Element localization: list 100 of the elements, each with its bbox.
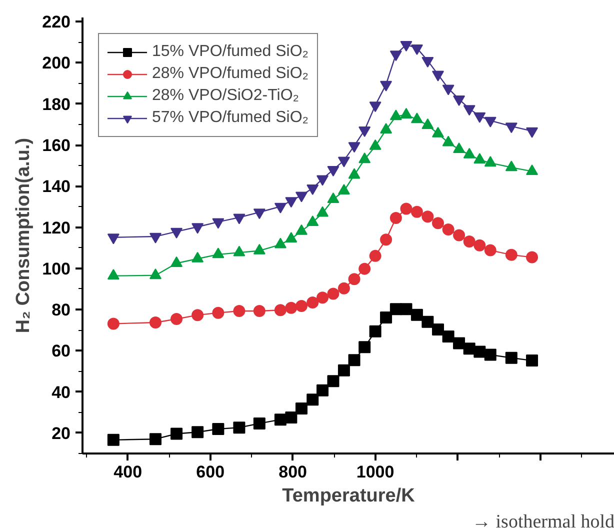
point <box>306 184 319 196</box>
x-tick-label: 1000 <box>356 462 394 482</box>
point <box>274 202 286 214</box>
point <box>380 234 392 246</box>
point <box>358 262 371 275</box>
point <box>149 316 162 328</box>
point <box>149 433 162 446</box>
point <box>295 192 308 202</box>
point <box>285 302 298 314</box>
y-tick-label: 180 <box>42 94 71 114</box>
legend-label: 28% VPO/fumed SiO₂ <box>152 65 308 83</box>
point <box>107 434 120 446</box>
point <box>170 228 183 238</box>
point <box>295 300 308 312</box>
point <box>338 364 350 376</box>
point <box>463 235 476 248</box>
point <box>474 239 486 252</box>
point <box>380 80 392 92</box>
point <box>149 232 162 244</box>
point <box>400 40 412 52</box>
point <box>348 354 360 366</box>
point <box>400 303 412 316</box>
point <box>285 412 298 424</box>
point <box>410 206 423 218</box>
legend-label: 57% VPO/fumed SiO₂ <box>152 109 308 127</box>
point <box>192 223 204 234</box>
y-tick-label: 120 <box>42 218 71 238</box>
point <box>316 175 329 186</box>
point <box>526 251 538 264</box>
point <box>432 217 444 230</box>
point <box>442 224 454 236</box>
point <box>253 208 266 220</box>
point <box>358 341 371 354</box>
point <box>422 316 434 328</box>
point <box>170 428 183 440</box>
y-tick-label: 200 <box>42 54 71 73</box>
point <box>442 84 454 96</box>
point <box>380 312 392 324</box>
point <box>306 296 319 309</box>
y-tick-label: 40 <box>52 382 71 402</box>
y-tick-label: 100 <box>42 259 71 278</box>
point <box>233 304 246 317</box>
point <box>212 423 224 436</box>
point <box>253 417 266 430</box>
point <box>474 346 486 358</box>
point <box>316 292 329 304</box>
point <box>453 337 466 350</box>
x-tick-label: 600 <box>196 462 225 482</box>
legend-label: 28% VPO/SiO2-TiO₂ <box>152 87 299 105</box>
point <box>369 250 382 262</box>
x-axis-title: Temperature/K <box>282 486 416 506</box>
point <box>442 330 454 342</box>
y-axis-title: H₂ Consumption(a.u.) <box>13 138 34 334</box>
point <box>422 57 434 68</box>
point <box>170 313 183 325</box>
point <box>505 122 518 134</box>
point <box>192 309 204 322</box>
point <box>348 273 360 286</box>
point <box>327 166 340 177</box>
point <box>474 112 486 123</box>
y-tick-label: 80 <box>52 300 71 320</box>
point <box>505 352 518 364</box>
point <box>327 375 340 388</box>
point <box>295 402 308 414</box>
point <box>212 218 224 229</box>
point <box>369 325 382 338</box>
point <box>338 282 350 294</box>
point <box>463 105 476 116</box>
point <box>253 304 266 317</box>
y-tick-label: 60 <box>52 342 71 361</box>
y-tick-label: 140 <box>42 177 71 196</box>
point <box>327 288 340 300</box>
point <box>107 318 120 330</box>
y-tick-label: 220 <box>42 12 71 32</box>
point <box>422 210 434 223</box>
point <box>233 422 246 434</box>
point <box>274 414 286 426</box>
point <box>390 50 402 62</box>
x-tick-label: 400 <box>114 462 142 482</box>
point <box>390 212 402 224</box>
point <box>410 44 423 55</box>
point <box>192 426 204 438</box>
y-tick-label: 160 <box>42 136 71 156</box>
point <box>432 323 444 336</box>
point <box>505 248 518 261</box>
point <box>338 156 350 168</box>
point <box>274 304 286 316</box>
point <box>432 70 444 82</box>
point <box>369 102 382 112</box>
point <box>453 95 466 106</box>
point <box>316 384 329 396</box>
point <box>484 348 496 361</box>
text: → isothermal hold <box>472 512 614 532</box>
point <box>358 126 371 138</box>
point <box>233 214 246 224</box>
x-tick-label: 800 <box>278 462 308 482</box>
point <box>285 197 298 208</box>
point <box>453 229 466 242</box>
point <box>526 354 538 367</box>
y-tick-label: 20 <box>52 424 71 443</box>
